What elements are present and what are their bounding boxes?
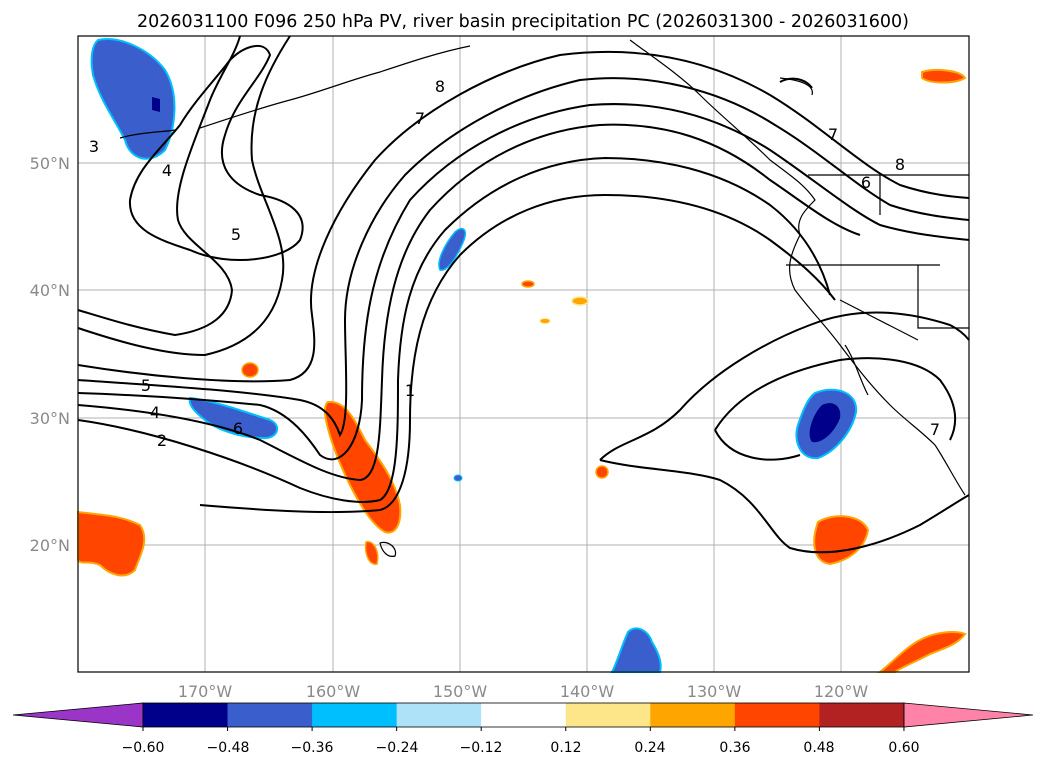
precip-area-blue xyxy=(453,474,463,482)
pv-contour xyxy=(714,429,801,461)
pv-contour-label: 8 xyxy=(435,77,445,96)
colorbar-tick-label: 0.48 xyxy=(803,740,834,756)
precip-area-orange xyxy=(571,296,589,306)
pv-contour xyxy=(199,193,836,514)
precip-area-orange xyxy=(921,69,967,84)
lon-label: 130°W xyxy=(687,682,742,701)
pv-contour-label: 2 xyxy=(157,431,167,450)
precip-area-orange xyxy=(539,318,551,324)
pv-contour-label: 7 xyxy=(415,109,425,128)
figure-title: 2026031100 F096 250 hPa PV, river basin … xyxy=(137,12,909,32)
pv-contour xyxy=(714,357,957,441)
colorbar-segment xyxy=(396,703,482,727)
map-area xyxy=(78,36,969,672)
baja-coast xyxy=(844,344,869,396)
hawaii-coast xyxy=(379,541,397,557)
lat-label: 40°N xyxy=(30,281,70,300)
precip-area-blue xyxy=(188,396,279,440)
colorbar xyxy=(12,702,1034,731)
colorbar-tick-label: −0.12 xyxy=(460,740,503,756)
pv-contour-label: 5 xyxy=(231,225,241,244)
lat-labels: 50°N 40°N 30°N 20°N xyxy=(30,154,70,555)
map-frame xyxy=(77,35,970,673)
pv-contour-label: 4 xyxy=(150,403,160,422)
colorbar-segment xyxy=(565,703,651,727)
pv-contour xyxy=(77,35,291,357)
colorbar-segment xyxy=(312,703,398,727)
hudson-coast xyxy=(779,77,813,96)
colorbar-tick-label: 0.60 xyxy=(888,740,919,756)
lon-label: 140°W xyxy=(560,682,615,701)
colorbar-tick-label: 0.12 xyxy=(550,740,581,756)
pv-contour-label: 6 xyxy=(233,419,243,438)
precip-area-blue xyxy=(438,227,467,271)
borders xyxy=(786,174,969,341)
pv-contour-label: 7 xyxy=(828,125,838,144)
pv-contour-label: 5 xyxy=(141,376,151,395)
north-america-coast xyxy=(629,39,966,496)
pv-contour-label: 4 xyxy=(162,161,172,180)
precip-area-darkblue xyxy=(152,97,160,112)
colorbar-tick-label: 0.24 xyxy=(634,740,665,756)
lon-label: 160°W xyxy=(306,682,361,701)
pv-contour xyxy=(77,156,831,503)
lat-label: 30°N xyxy=(30,409,70,428)
pv-contour xyxy=(77,103,970,461)
precip-area-darkblue xyxy=(809,403,841,443)
precip-area-orange xyxy=(364,541,379,565)
lon-label: 150°W xyxy=(433,682,488,701)
lat-label: 20°N xyxy=(30,536,70,555)
colorbar-segment xyxy=(227,703,313,727)
precip-area-orange xyxy=(241,362,259,378)
pv-contour xyxy=(77,50,970,383)
precip-area-orange xyxy=(521,280,535,288)
colorbar-tick-label: −0.24 xyxy=(376,740,419,756)
pv-contours xyxy=(77,35,970,554)
lon-labels: 170°W 160°W 150°W 140°W 130°W 120°W xyxy=(178,682,869,701)
pv-contour-label: 3 xyxy=(89,137,99,156)
colorbar-segment xyxy=(143,703,229,727)
lon-label: 120°W xyxy=(814,682,869,701)
lat-label: 50°N xyxy=(30,154,70,173)
pv-contour-label: 7 xyxy=(930,420,940,439)
precip-area-orange xyxy=(77,510,146,577)
colorbar-segment xyxy=(650,703,736,727)
pv-contour xyxy=(599,459,970,554)
precip-area-orange xyxy=(877,631,967,673)
pv-contour-label: 8 xyxy=(895,155,905,174)
precip-area-blue xyxy=(90,38,176,160)
lon-label: 170°W xyxy=(178,682,233,701)
colorbar-segment xyxy=(734,703,820,727)
colorbar-tick-label: −0.36 xyxy=(291,740,334,756)
colorbar-extend-high xyxy=(903,702,1034,728)
colorbar-segment xyxy=(481,703,567,727)
pv-contour xyxy=(599,311,970,461)
pv-contour-label: 1 xyxy=(405,381,415,400)
pv-contour xyxy=(128,45,304,261)
colorbar-outline xyxy=(142,702,905,728)
pv-contour xyxy=(77,77,970,438)
pv-contour xyxy=(779,77,813,89)
pv-contour xyxy=(77,123,861,482)
colorbar-tick-label: −0.60 xyxy=(122,740,165,756)
colorbar-extend-low xyxy=(12,702,144,728)
precipitation-areas xyxy=(77,38,967,673)
colorbar-ticks: −0.60 −0.48 −0.36 −0.24 −0.12 0.12 0.24 … xyxy=(122,740,920,756)
coastlines xyxy=(119,39,969,557)
pv-contour-labels: 3 4 5 8 7 5 4 2 6 1 7 8 6 7 xyxy=(89,77,940,450)
precip-area-blue xyxy=(610,627,662,673)
pv-contour xyxy=(77,35,241,337)
colorbar-segment xyxy=(819,703,905,727)
precip-area-orange xyxy=(595,465,609,479)
colorbar-tick-label: 0.36 xyxy=(719,740,750,756)
aleutian-coast xyxy=(119,45,471,139)
pv-contour-label: 6 xyxy=(861,173,871,192)
colorbar-tick-label: −0.48 xyxy=(207,740,250,756)
